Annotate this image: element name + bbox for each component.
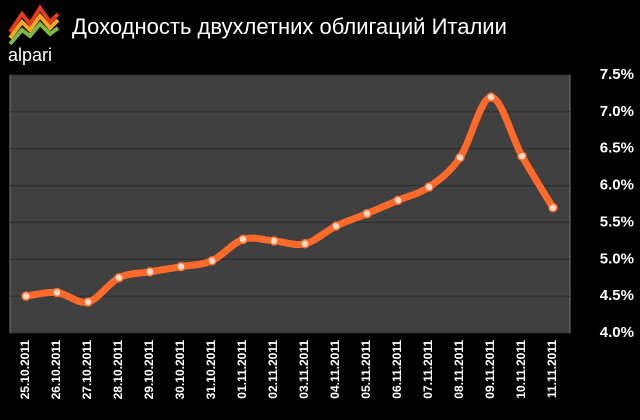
data-point <box>486 92 496 102</box>
y-tick-label: 4.5% <box>600 287 634 304</box>
x-tick-label: 26.10.2011 <box>49 340 63 400</box>
data-point <box>269 236 279 246</box>
data-point <box>393 195 403 206</box>
data-point <box>52 287 62 298</box>
chart-title: Доходность двухлетних облигаций Италии <box>72 14 507 39</box>
y-tick-label: 6.5% <box>600 140 634 157</box>
y-tick-label: 5.5% <box>600 213 634 230</box>
data-point <box>300 239 310 249</box>
x-tick-label: 09.11.2011 <box>483 340 497 399</box>
x-tick-label: 27.10.2011 <box>80 340 94 400</box>
data-point <box>207 256 217 266</box>
data-point <box>548 202 558 213</box>
x-tick-label: 10.11.2011 <box>514 340 528 399</box>
x-tick-label: 28.10.2011 <box>111 340 125 400</box>
y-tick-label: 7.0% <box>600 103 634 120</box>
x-tick-label: 29.10.2011 <box>142 340 156 400</box>
x-tick-label: 08.11.2011 <box>452 340 466 399</box>
x-tick-label: 11.11.2011 <box>545 340 559 398</box>
data-point <box>455 152 465 163</box>
data-point <box>362 208 372 219</box>
y-tick-label: 4.0% <box>600 324 634 341</box>
data-point <box>238 234 248 245</box>
x-tick-label: 02.11.2011 <box>266 340 280 399</box>
logo-mark <box>8 4 60 46</box>
x-tick-label: 07.11.2011 <box>421 340 435 399</box>
data-point <box>517 151 527 161</box>
data-point <box>21 291 31 301</box>
data-point <box>145 267 155 277</box>
plot-area <box>9 74 571 334</box>
y-tick-label: 5.0% <box>600 250 634 267</box>
x-tick-label: 06.11.2011 <box>390 340 404 399</box>
x-tick-label: 05.11.2011 <box>359 340 373 399</box>
x-tick-label: 03.11.2011 <box>297 340 311 399</box>
x-tick-label: 30.10.2011 <box>173 340 187 400</box>
data-point <box>424 182 434 192</box>
y-tick-label: 6.0% <box>600 177 634 194</box>
y-tick-label: 7.5% <box>600 66 634 83</box>
logo-text: alpari <box>8 45 52 65</box>
x-tick-label: 01.11.2011 <box>235 340 249 399</box>
data-point <box>114 272 124 283</box>
data-point <box>331 221 341 231</box>
data-point <box>176 261 186 272</box>
x-tick-label: 25.10.2011 <box>18 340 32 400</box>
x-tick-label: 04.11.2011 <box>328 340 342 399</box>
x-tick-label: 31.10.2011 <box>204 340 218 400</box>
data-point <box>83 297 93 307</box>
